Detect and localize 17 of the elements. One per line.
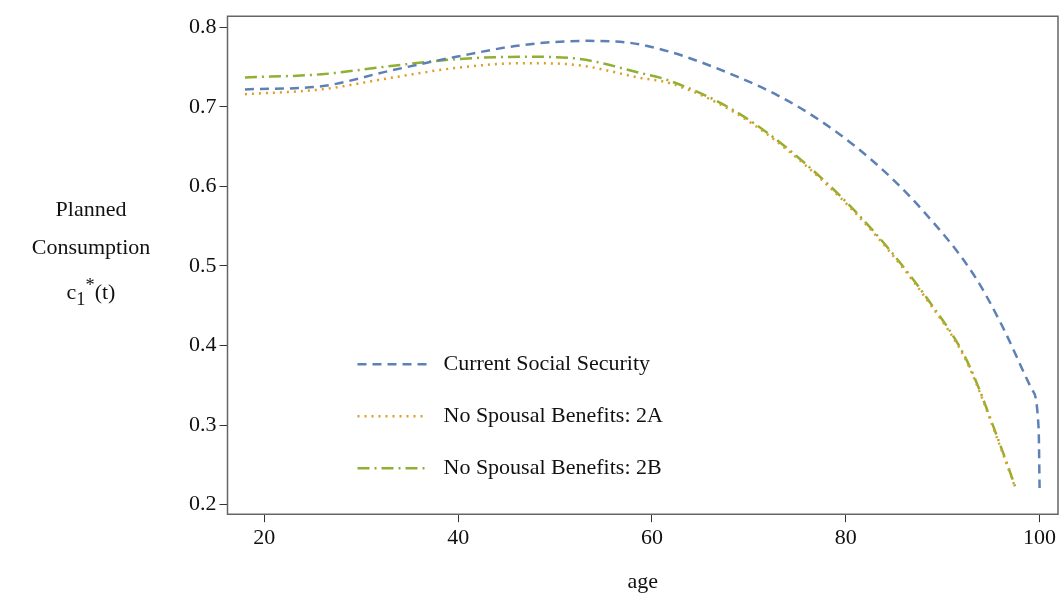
y-tick-label: 0.2 xyxy=(189,490,217,516)
y-tick-label: 0.4 xyxy=(189,331,217,357)
y-tick-label: 0.6 xyxy=(189,172,217,198)
y-tick-label: 0.7 xyxy=(189,92,217,118)
x-tick-label: 80 xyxy=(834,524,857,550)
x-tick-label: 20 xyxy=(253,524,276,550)
x-axis-title: age xyxy=(627,567,659,593)
y-tick-label: 0.8 xyxy=(189,13,217,39)
y-tick-label: 0.5 xyxy=(189,251,217,277)
legend-label: Current Social Security xyxy=(443,349,651,375)
y-tick-label: 0.3 xyxy=(189,410,217,436)
x-tick-label: 100 xyxy=(1023,524,1057,550)
x-tick-label: 60 xyxy=(640,524,663,550)
y-axis-title: Planned Consumption c$_{1}$$^{*}$(t) xyxy=(30,195,152,311)
legend-label: No Spousal Benefits: 2A xyxy=(443,401,663,427)
x-tick-label: 40 xyxy=(447,524,470,550)
legend-label: No Spousal Benefits: 2B xyxy=(443,453,662,479)
